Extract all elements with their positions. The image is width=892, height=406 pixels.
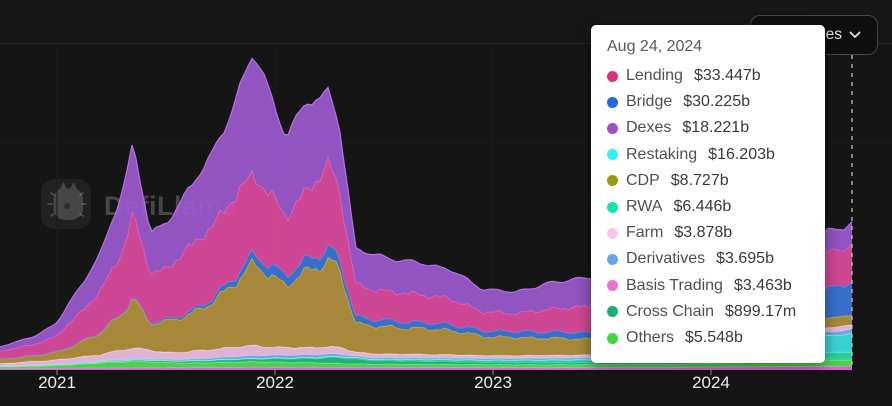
series-dot-icon [607,175,618,187]
series-value: $30.225b [683,93,750,111]
series-name: CDP [626,171,660,189]
series-dot-icon [607,254,618,266]
tooltip-row: Dexes $18.221b [607,115,813,141]
series-value: $6.446b [673,198,732,216]
x-axis-label-2023: 2023 [474,373,512,392]
series-dot-icon [607,149,618,161]
tooltip-row: Cross Chain $899.17m [607,299,813,325]
tooltip-row: CDP $8.727b [607,168,813,194]
series-dot-icon [607,96,618,108]
area-basis-trading [0,366,852,370]
series-value: $899.17m [725,302,797,320]
area-dexes [0,58,852,352]
series-value: $18.221b [682,119,750,137]
series-value: $16.203b [708,145,775,163]
defillama-llama-logo-icon [40,176,94,237]
series-value: $5.548b [685,329,743,347]
page-header-strip [0,0,892,44]
tooltip-row: Farm $3.878b [607,220,813,246]
series-dot-icon [607,306,618,318]
area-cdp [0,257,852,364]
series-name: RWA [626,198,663,216]
tooltip-date: Aug 24, 2024 [607,38,703,55]
series-dot-icon [607,123,618,134]
area-others [0,359,852,369]
chevron-down-icon [849,31,861,39]
x-axis-label-2021: 2021 [38,373,76,392]
series-dot-icon [607,332,618,344]
tooltip-series-list: Lending $33.447b Bridge $30.225b Dexes $18.22… [607,63,813,351]
series-value: $33.447b [693,67,761,84]
series-name: Basis Trading [626,276,723,294]
series-value: $3.695b [716,250,774,268]
series-name: Restaking [626,145,698,163]
tooltip-row: Bridge $30.225b [607,89,813,115]
series-name: Others [626,329,675,347]
series-name: Bridge [626,93,673,111]
series-dot-icon [607,280,618,292]
series-dot-icon [607,70,618,82]
series-value: $8.727b [670,171,729,189]
x-axis-label-2024: 2024 [692,373,730,392]
series-name: Farm [626,224,664,242]
series-value: $3.463b [733,276,792,294]
x-axis-label-2022: 2022 [256,373,294,392]
series-name: Derivatives [626,250,706,268]
series-name: Lending [626,67,683,84]
series-name: Dexes [626,119,672,137]
tooltip-row: Basis Trading $3.463b [607,273,813,299]
tooltip-row: Derivatives $3.695b [607,246,813,272]
series-value: $3.878b [674,224,733,242]
tooltip-row: RWA $6.446b [607,194,813,220]
chart-tooltip: Aug 24, 2024 Lending $33.447b Bridge $30.22… [591,25,825,364]
tooltip-row: Others $5.548b [607,325,813,351]
series-dot-icon [607,201,618,213]
tooltip-row: Restaking $16.203b [607,142,813,168]
area-lending [0,156,852,359]
tooltip-row: Lending $33.447b [607,63,813,89]
series-name: Cross Chain [626,302,715,320]
series-dot-icon [607,227,618,239]
